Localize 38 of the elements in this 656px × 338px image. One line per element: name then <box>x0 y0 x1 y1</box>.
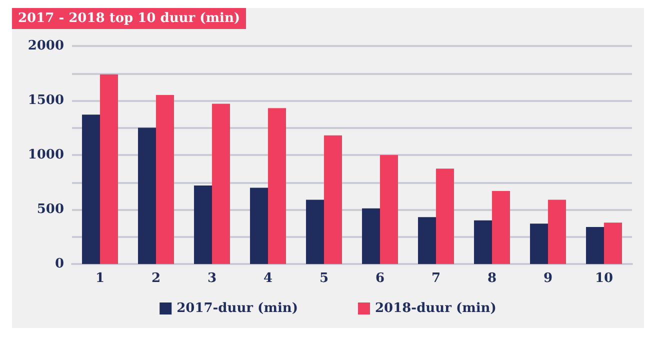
bar <box>82 114 100 264</box>
bar <box>474 220 492 264</box>
bar <box>418 217 436 264</box>
legend-label: 2018-duur (min) <box>375 301 496 316</box>
legend-label: 2017-duur (min) <box>176 301 298 316</box>
bar <box>586 226 604 264</box>
x-tick-label: 9 <box>543 271 553 286</box>
bar <box>380 155 398 264</box>
bar <box>268 108 286 264</box>
chart-title: 2017 - 2018 top 10 duur (min) <box>12 8 246 29</box>
bar <box>548 200 566 264</box>
x-tick-label: 8 <box>487 271 497 286</box>
y-tick-label: 2000 <box>28 38 64 54</box>
bar <box>100 74 118 264</box>
y-tick-label: 0 <box>54 256 64 272</box>
bar <box>436 168 454 264</box>
y-tick-label: 1000 <box>28 148 64 162</box>
bar <box>194 186 212 264</box>
y-tick-label: 1500 <box>28 93 64 108</box>
bar <box>212 104 230 264</box>
bar <box>250 188 268 264</box>
x-tick-label: 10 <box>594 271 614 286</box>
x-tick-label: 2 <box>151 271 161 286</box>
bar <box>604 222 622 264</box>
x-tick-label: 6 <box>375 271 385 286</box>
bar <box>138 128 156 264</box>
bar <box>156 95 174 264</box>
bar <box>492 190 510 264</box>
x-tick-label: 5 <box>319 271 329 286</box>
bar <box>306 200 324 264</box>
bar <box>362 208 380 264</box>
x-tick-label: 3 <box>207 271 217 286</box>
x-tick-label: 1 <box>95 271 105 286</box>
y-tick-label: 500 <box>36 202 64 217</box>
bar <box>324 135 342 264</box>
bar <box>530 224 548 264</box>
x-tick-label: 4 <box>263 271 273 286</box>
x-tick-label: 7 <box>431 271 441 286</box>
